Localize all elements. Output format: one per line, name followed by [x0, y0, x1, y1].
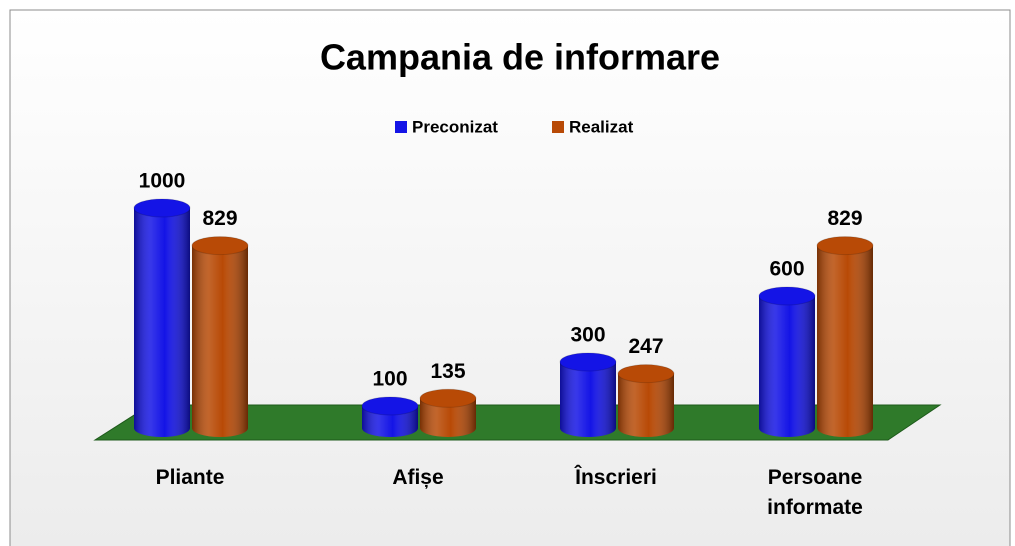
data-label: 247 [628, 335, 663, 358]
x-tick-label: Pliante [155, 466, 225, 489]
data-label: 829 [202, 207, 237, 230]
cylinder-top [133, 198, 191, 218]
legend-label: Realizat [569, 117, 634, 136]
bar [816, 236, 874, 437]
data-label: 1000 [139, 170, 186, 193]
cylinder-shade [134, 208, 190, 437]
bar [361, 396, 419, 437]
data-label: 829 [827, 207, 862, 230]
data-label: 100 [372, 368, 407, 391]
data-label: 135 [430, 360, 465, 383]
legend-swatch [395, 121, 407, 133]
bar [758, 286, 816, 437]
bar [133, 198, 191, 437]
cylinder-top [559, 352, 617, 372]
chart-title: Campania de informare [320, 37, 720, 78]
cylinder-shade [618, 373, 674, 437]
cylinder-shade [560, 362, 616, 437]
x-tick-label: Afișe [392, 466, 444, 489]
bar [191, 236, 249, 437]
cylinder-shade [817, 245, 873, 437]
cylinder-top [617, 364, 675, 384]
cylinder-shade [759, 296, 815, 437]
legend-label: Preconizat [412, 117, 498, 136]
cylinder-shade [420, 398, 476, 437]
data-label: 300 [570, 324, 605, 347]
legend-swatch [552, 121, 564, 133]
cylinder-top [816, 236, 874, 256]
bar [559, 352, 617, 437]
data-label: 600 [769, 258, 804, 281]
bar [419, 388, 477, 437]
x-tick-label: Persoane informate [767, 466, 863, 519]
cylinder-top [361, 396, 419, 416]
cylinder-top [419, 388, 477, 408]
cylinder-top [758, 286, 816, 306]
x-tick-label: Înscrieri [575, 466, 657, 489]
bar [617, 364, 675, 437]
floor [93, 404, 942, 441]
cylinder-top [191, 236, 249, 256]
cylinder-shade [192, 245, 248, 437]
